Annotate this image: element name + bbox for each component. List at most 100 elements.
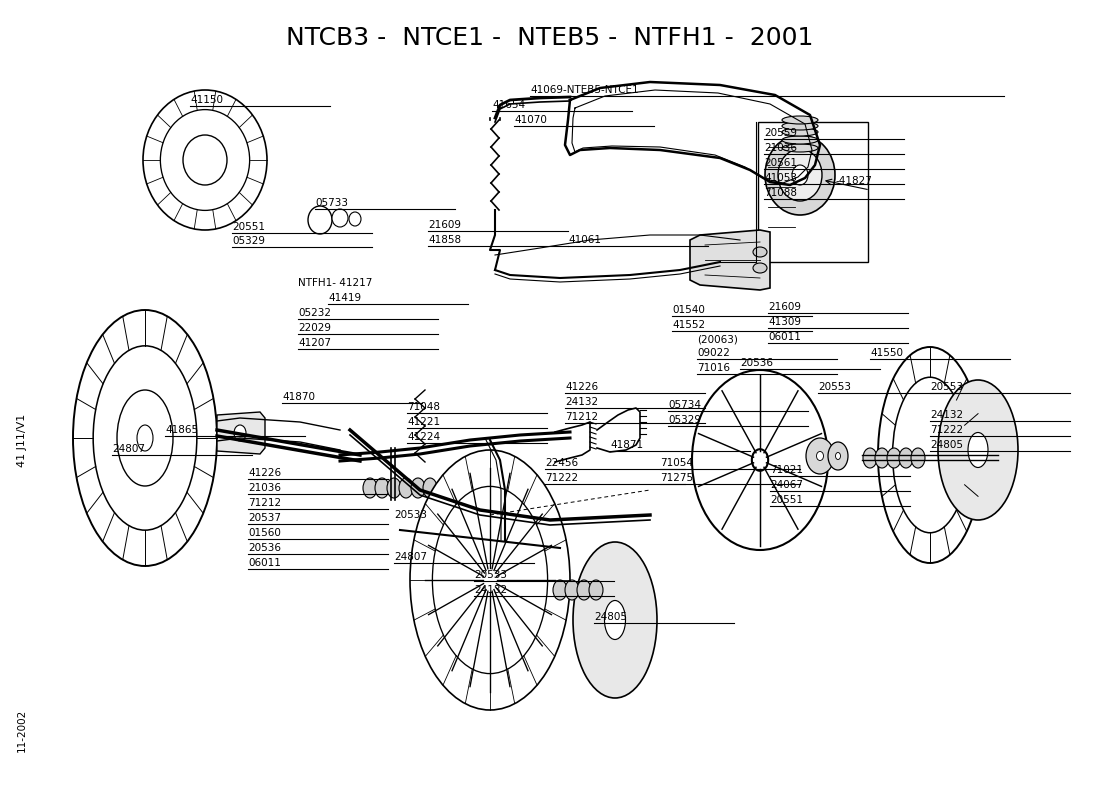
Ellipse shape	[422, 462, 558, 698]
Ellipse shape	[782, 136, 818, 144]
Text: 21609: 21609	[768, 302, 801, 312]
Ellipse shape	[816, 451, 824, 461]
Ellipse shape	[138, 425, 153, 451]
Ellipse shape	[183, 135, 227, 185]
Ellipse shape	[387, 478, 402, 498]
Text: 24067: 24067	[770, 480, 803, 490]
FancyBboxPatch shape	[758, 122, 868, 262]
Ellipse shape	[751, 450, 768, 470]
Text: 41070: 41070	[514, 115, 547, 125]
Text: 21609: 21609	[428, 220, 461, 230]
Text: 20561: 20561	[764, 158, 798, 168]
Text: 24805: 24805	[930, 440, 962, 450]
Ellipse shape	[887, 448, 901, 468]
Text: 71222: 71222	[544, 473, 579, 483]
Text: 01540: 01540	[672, 305, 705, 315]
Ellipse shape	[782, 122, 818, 130]
Text: 71054: 71054	[660, 458, 693, 468]
Text: 41207: 41207	[298, 338, 331, 348]
Ellipse shape	[806, 438, 834, 474]
Ellipse shape	[605, 601, 626, 639]
Ellipse shape	[73, 310, 217, 566]
Text: 20537: 20537	[248, 513, 280, 523]
Text: 20533: 20533	[394, 510, 427, 520]
Text: 41309: 41309	[768, 317, 801, 327]
Ellipse shape	[692, 370, 828, 550]
Text: 20553: 20553	[930, 382, 962, 392]
Ellipse shape	[782, 144, 818, 152]
Text: 41224: 41224	[407, 432, 440, 442]
Polygon shape	[217, 412, 265, 454]
Ellipse shape	[308, 206, 332, 234]
Ellipse shape	[911, 448, 925, 468]
Ellipse shape	[892, 378, 967, 533]
Text: 71212: 71212	[248, 498, 282, 508]
Ellipse shape	[754, 263, 767, 273]
Ellipse shape	[482, 566, 498, 594]
Text: 41865: 41865	[165, 425, 198, 435]
Text: 06011: 06011	[768, 332, 801, 342]
Text: -41827: -41827	[835, 176, 872, 186]
Ellipse shape	[578, 580, 591, 600]
Text: 24132: 24132	[474, 585, 507, 595]
Text: 41053: 41053	[764, 173, 798, 183]
Text: 22456: 22456	[544, 458, 579, 468]
Text: 24132: 24132	[930, 410, 964, 420]
Polygon shape	[690, 230, 770, 290]
Ellipse shape	[363, 478, 377, 498]
Text: 01560: 01560	[248, 528, 280, 538]
Text: 20553: 20553	[818, 382, 851, 392]
Text: NTFH1- 41217: NTFH1- 41217	[298, 278, 373, 288]
Ellipse shape	[375, 478, 389, 498]
Text: 71016: 71016	[697, 363, 730, 373]
Text: 41419: 41419	[328, 293, 361, 303]
Text: 22029: 22029	[298, 323, 331, 333]
Text: 24805: 24805	[594, 612, 627, 622]
Text: 41226: 41226	[248, 468, 282, 478]
Text: 41221: 41221	[407, 417, 440, 427]
Ellipse shape	[899, 448, 913, 468]
Text: 41550: 41550	[870, 348, 903, 358]
Text: 41 J11/V1: 41 J11/V1	[16, 414, 28, 466]
Ellipse shape	[565, 580, 579, 600]
Ellipse shape	[782, 128, 818, 136]
Ellipse shape	[411, 478, 425, 498]
Ellipse shape	[424, 478, 437, 498]
Ellipse shape	[778, 149, 822, 201]
Text: 41061: 41061	[568, 235, 601, 245]
Ellipse shape	[117, 390, 173, 486]
Text: 11-2002: 11-2002	[16, 708, 28, 752]
Text: 20536: 20536	[740, 358, 773, 368]
Text: 71021: 71021	[770, 465, 803, 475]
Text: 24807: 24807	[112, 444, 145, 454]
Text: (20063): (20063)	[697, 334, 738, 344]
Ellipse shape	[234, 425, 246, 441]
Ellipse shape	[553, 580, 566, 600]
Ellipse shape	[764, 135, 835, 215]
Ellipse shape	[399, 478, 412, 498]
Ellipse shape	[349, 212, 361, 226]
Text: 21036: 21036	[248, 483, 280, 493]
Text: 41552: 41552	[672, 320, 705, 330]
Text: 41858: 41858	[428, 235, 461, 245]
Ellipse shape	[792, 165, 808, 185]
Text: 05232: 05232	[298, 308, 331, 318]
Ellipse shape	[143, 90, 267, 230]
Text: 71088: 71088	[764, 188, 798, 198]
Text: 09022: 09022	[697, 348, 730, 358]
Text: 20559: 20559	[764, 128, 798, 138]
Ellipse shape	[938, 380, 1018, 520]
Text: 20551: 20551	[232, 222, 265, 232]
Text: 71048: 71048	[407, 402, 440, 412]
Text: 24807: 24807	[394, 552, 427, 562]
Ellipse shape	[782, 116, 818, 124]
Text: 41150: 41150	[190, 95, 223, 105]
Text: 71222: 71222	[930, 425, 964, 435]
Text: 71212: 71212	[565, 412, 598, 422]
Ellipse shape	[828, 442, 848, 470]
Ellipse shape	[968, 433, 988, 467]
Text: 06011: 06011	[248, 558, 280, 568]
Text: 41654: 41654	[492, 100, 525, 110]
Text: 71275: 71275	[660, 473, 693, 483]
Ellipse shape	[836, 453, 840, 459]
